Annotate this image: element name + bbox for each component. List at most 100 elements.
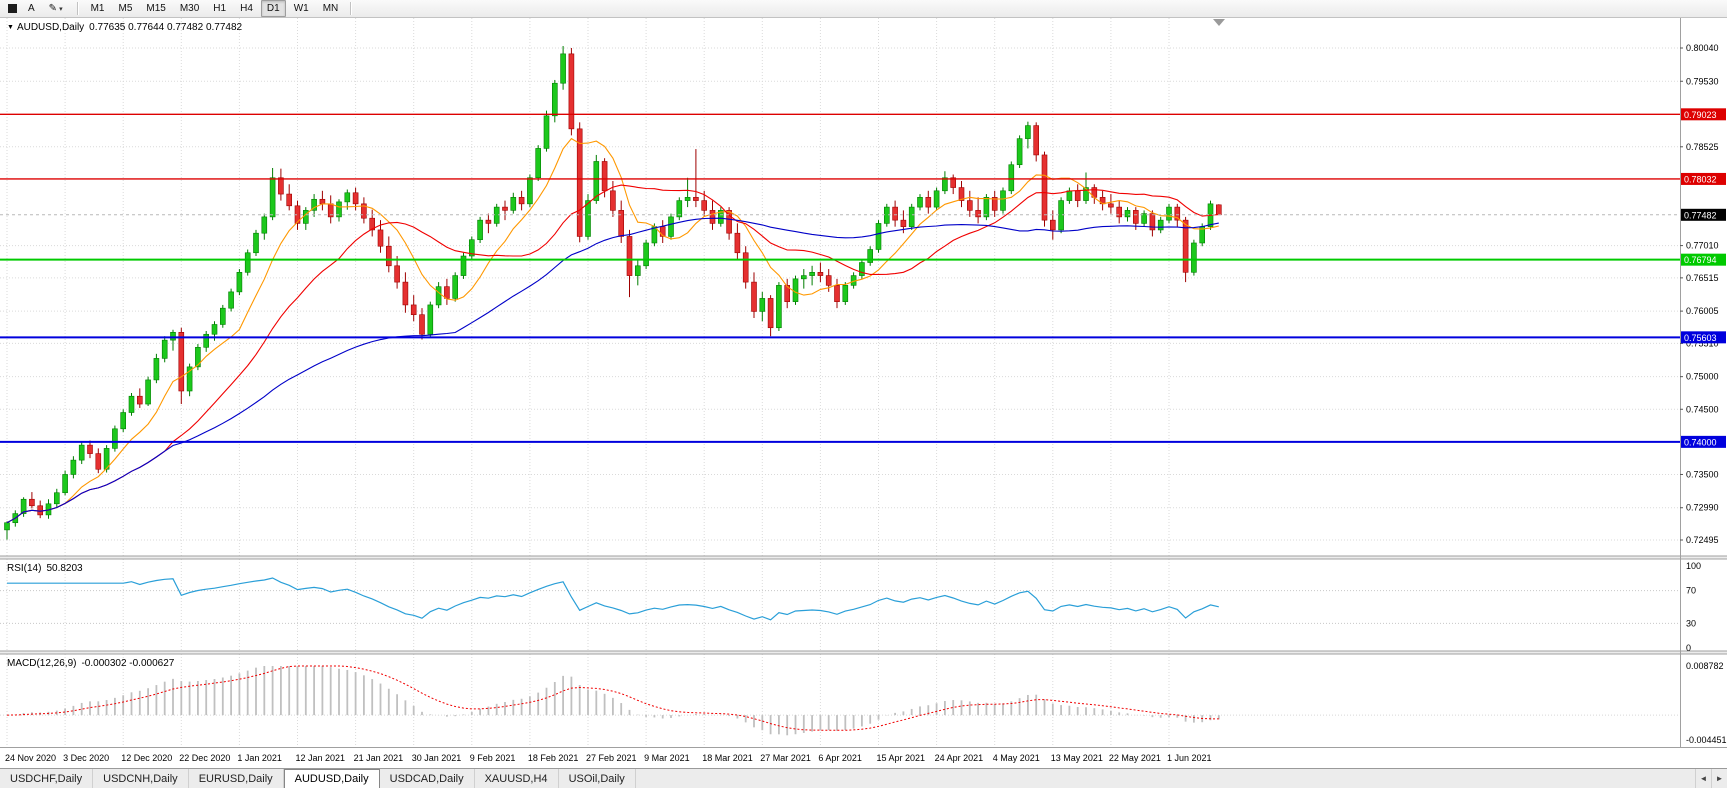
- candle: [112, 428, 118, 449]
- svg-text:70: 70: [1686, 586, 1696, 596]
- pane-borders: [0, 18, 1727, 748]
- candle: [1008, 164, 1015, 192]
- timeframe-m15-button[interactable]: M15: [146, 3, 166, 14]
- candle: [900, 219, 907, 227]
- svg-text:27 Mar 2021: 27 Mar 2021: [760, 753, 811, 763]
- candle: [178, 332, 185, 392]
- svg-text:0.74000: 0.74000: [1684, 437, 1717, 447]
- tab-usdcad[interactable]: USDCAD,Daily: [379, 769, 475, 788]
- timeframe-mn-button[interactable]: MN: [322, 3, 339, 14]
- candle: [925, 197, 932, 208]
- timeframe-m5-button[interactable]: M5: [118, 3, 133, 14]
- candle: [394, 265, 400, 283]
- candle: [626, 236, 633, 276]
- candle: [917, 197, 923, 208]
- tab-scroll-left-button[interactable]: ◄: [1695, 769, 1711, 788]
- svg-text:0.72990: 0.72990: [1686, 503, 1719, 513]
- svg-text:1 Jan 2021: 1 Jan 2021: [237, 753, 282, 763]
- candle: [20, 498, 27, 514]
- candle: [568, 53, 575, 130]
- candle: [228, 291, 234, 309]
- svg-text:0.73500: 0.73500: [1686, 469, 1719, 479]
- candle: [377, 229, 384, 247]
- symbol-tabs: USDCHF,Daily USDCNH,Daily EURUSD,Daily AUDU…: [0, 769, 636, 788]
- svg-text:0.76794: 0.76794: [1684, 255, 1717, 265]
- price-axis[interactable]: 0.80040 0.79530 0.78525 0.77010 0.76515 0.760…: [1680, 43, 1726, 545]
- candle: [253, 232, 259, 254]
- font-button[interactable]: A: [28, 3, 35, 14]
- timeframe-h4-button[interactable]: H4: [240, 3, 253, 14]
- candle: [120, 412, 126, 430]
- candle: [419, 314, 425, 335]
- candle: [435, 286, 442, 306]
- horizontal-line-objects[interactable]: [0, 113, 1680, 443]
- chart-square-icon[interactable]: [8, 4, 17, 13]
- candle: [402, 281, 409, 306]
- macd-signal-line: [6, 665, 1219, 731]
- candle: [693, 197, 699, 201]
- candle: [651, 226, 658, 244]
- svg-text:13 May 2021: 13 May 2021: [1051, 753, 1103, 763]
- tab-usdcnh[interactable]: USDCNH,Daily: [93, 769, 189, 788]
- candle: [1108, 203, 1114, 208]
- candle: [1074, 190, 1081, 201]
- rsi-line: [7, 577, 1219, 621]
- svg-text:0.75000: 0.75000: [1686, 372, 1719, 382]
- candle: [468, 239, 475, 257]
- tab-xauusd[interactable]: XAUUSD,H4: [474, 769, 559, 788]
- timeframe-w1-button[interactable]: W1: [293, 3, 309, 14]
- candle: [37, 505, 44, 516]
- candle: [220, 307, 226, 325]
- candle: [601, 161, 608, 192]
- collapse-triangle-icon[interactable]: ▼: [7, 24, 14, 31]
- candle: [103, 448, 110, 470]
- tab-audusd[interactable]: AUDUSD,Daily: [283, 769, 380, 788]
- candle: [551, 82, 558, 117]
- candle: [78, 444, 85, 461]
- candle: [195, 347, 201, 368]
- svg-text:30: 30: [1686, 618, 1696, 628]
- draw-button[interactable]: ✎ ▾: [43, 0, 71, 18]
- svg-text:0.77482: 0.77482: [1684, 210, 1717, 220]
- candle: [576, 128, 583, 237]
- tab-scroll-right-button[interactable]: ►: [1711, 769, 1727, 788]
- chart-background: [0, 18, 1727, 768]
- timeframe-m30-button[interactable]: M30: [179, 3, 200, 14]
- tab-eurusd[interactable]: EURUSD,Daily: [188, 769, 284, 788]
- candle: [29, 498, 35, 507]
- candle: [336, 201, 342, 218]
- svg-text:22 Dec 2020: 22 Dec 2020: [179, 753, 230, 763]
- candle: [186, 366, 193, 392]
- tab-usdchf[interactable]: USDCHF,Daily: [0, 769, 94, 788]
- candle: [502, 206, 508, 211]
- svg-text:0.76515: 0.76515: [1686, 273, 1719, 283]
- tab-usoil[interactable]: USOil,Daily: [558, 769, 636, 788]
- svg-text:6 Apr 2021: 6 Apr 2021: [818, 753, 862, 763]
- candle: [1182, 219, 1189, 273]
- candle: [859, 262, 865, 276]
- toolbar-separator: [350, 2, 353, 15]
- candle: [137, 395, 143, 405]
- timeframe-m1-button[interactable]: M1: [90, 3, 105, 14]
- svg-text:0.74500: 0.74500: [1686, 404, 1719, 414]
- candle: [966, 200, 973, 211]
- candle: [1050, 219, 1056, 231]
- chevron-down-icon: ▾: [59, 5, 63, 13]
- candle: [145, 379, 151, 405]
- macd-name: MACD(12,26,9): [7, 658, 77, 669]
- svg-text:0: 0: [1686, 643, 1691, 653]
- svg-text:12 Dec 2020: 12 Dec 2020: [121, 753, 172, 763]
- svg-text:0.78032: 0.78032: [1684, 174, 1717, 184]
- svg-text:0.79530: 0.79530: [1686, 76, 1719, 86]
- timeframe-d1-button[interactable]: D1: [260, 0, 286, 17]
- candle: [385, 245, 392, 267]
- time-axis[interactable]: 24 Nov 2020 3 Dec 2020 12 Dec 2020 22 Dec 2…: [5, 753, 1212, 763]
- candle: [518, 197, 525, 205]
- candle: [792, 278, 799, 302]
- candle: [1216, 204, 1222, 216]
- timeframe-h1-button[interactable]: H1: [213, 3, 227, 14]
- top-toolbar: A ✎ ▾ M1 M5 M15 M30 H1 H4 D1 W1 MN: [0, 0, 1727, 18]
- chart-shift-marker-icon[interactable]: [1213, 19, 1225, 26]
- candle: [1191, 242, 1197, 273]
